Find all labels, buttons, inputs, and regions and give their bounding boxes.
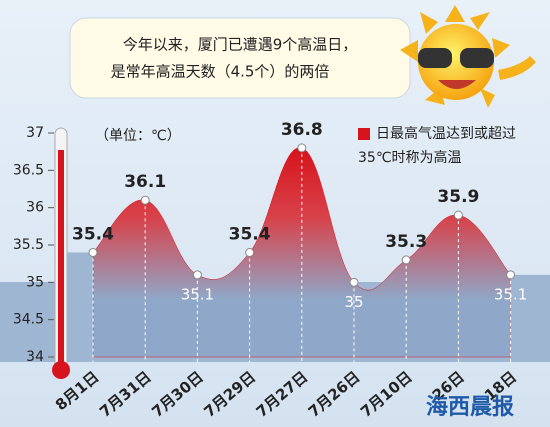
- y-tick-label: 35: [26, 274, 44, 290]
- thermometer: [52, 127, 70, 379]
- area-edge: [510, 274, 550, 357]
- value-label: 36.1: [124, 172, 166, 192]
- legend-swatch: [358, 128, 370, 140]
- value-label: 36.8: [281, 120, 323, 140]
- y-tick-label: 34.5: [13, 312, 44, 328]
- title: 今年以来，厦门已遭遇9个高温日，: [123, 36, 358, 54]
- y-tick-label: 34: [26, 349, 44, 365]
- point: [297, 143, 307, 153]
- point: [401, 255, 411, 265]
- annotation: 日最高气温达到或超过: [376, 125, 516, 142]
- point: [140, 195, 150, 205]
- y-axis-label: （单位：℃）: [95, 128, 181, 144]
- value-label: 35.1: [494, 285, 527, 303]
- point: [349, 277, 359, 287]
- header-box: [69, 17, 411, 99]
- annotation: 35℃时称为高温: [358, 149, 462, 166]
- subtitle: 是常年高温天数（4.5个）的两倍: [111, 63, 330, 81]
- y-tick-label: 37: [26, 125, 44, 141]
- sun: [400, 5, 536, 108]
- value-label: 35: [344, 293, 363, 311]
- y-tick-label: 36.5: [13, 162, 44, 178]
- point: [453, 210, 463, 220]
- y-tick-label: 36: [26, 200, 44, 216]
- logo: 海西晨报: [426, 394, 514, 420]
- value-label: 35.9: [437, 187, 479, 207]
- value-label: 35.4: [72, 224, 114, 244]
- point: [88, 247, 98, 257]
- area-edge: [67, 252, 93, 357]
- value-label: 35.1: [181, 285, 214, 303]
- value-label: 35.4: [229, 224, 271, 244]
- value-label: 35.3: [385, 232, 427, 252]
- y-tick-label: 35.5: [13, 237, 44, 253]
- point: [192, 270, 202, 280]
- point: [506, 270, 516, 280]
- point: [245, 247, 255, 257]
